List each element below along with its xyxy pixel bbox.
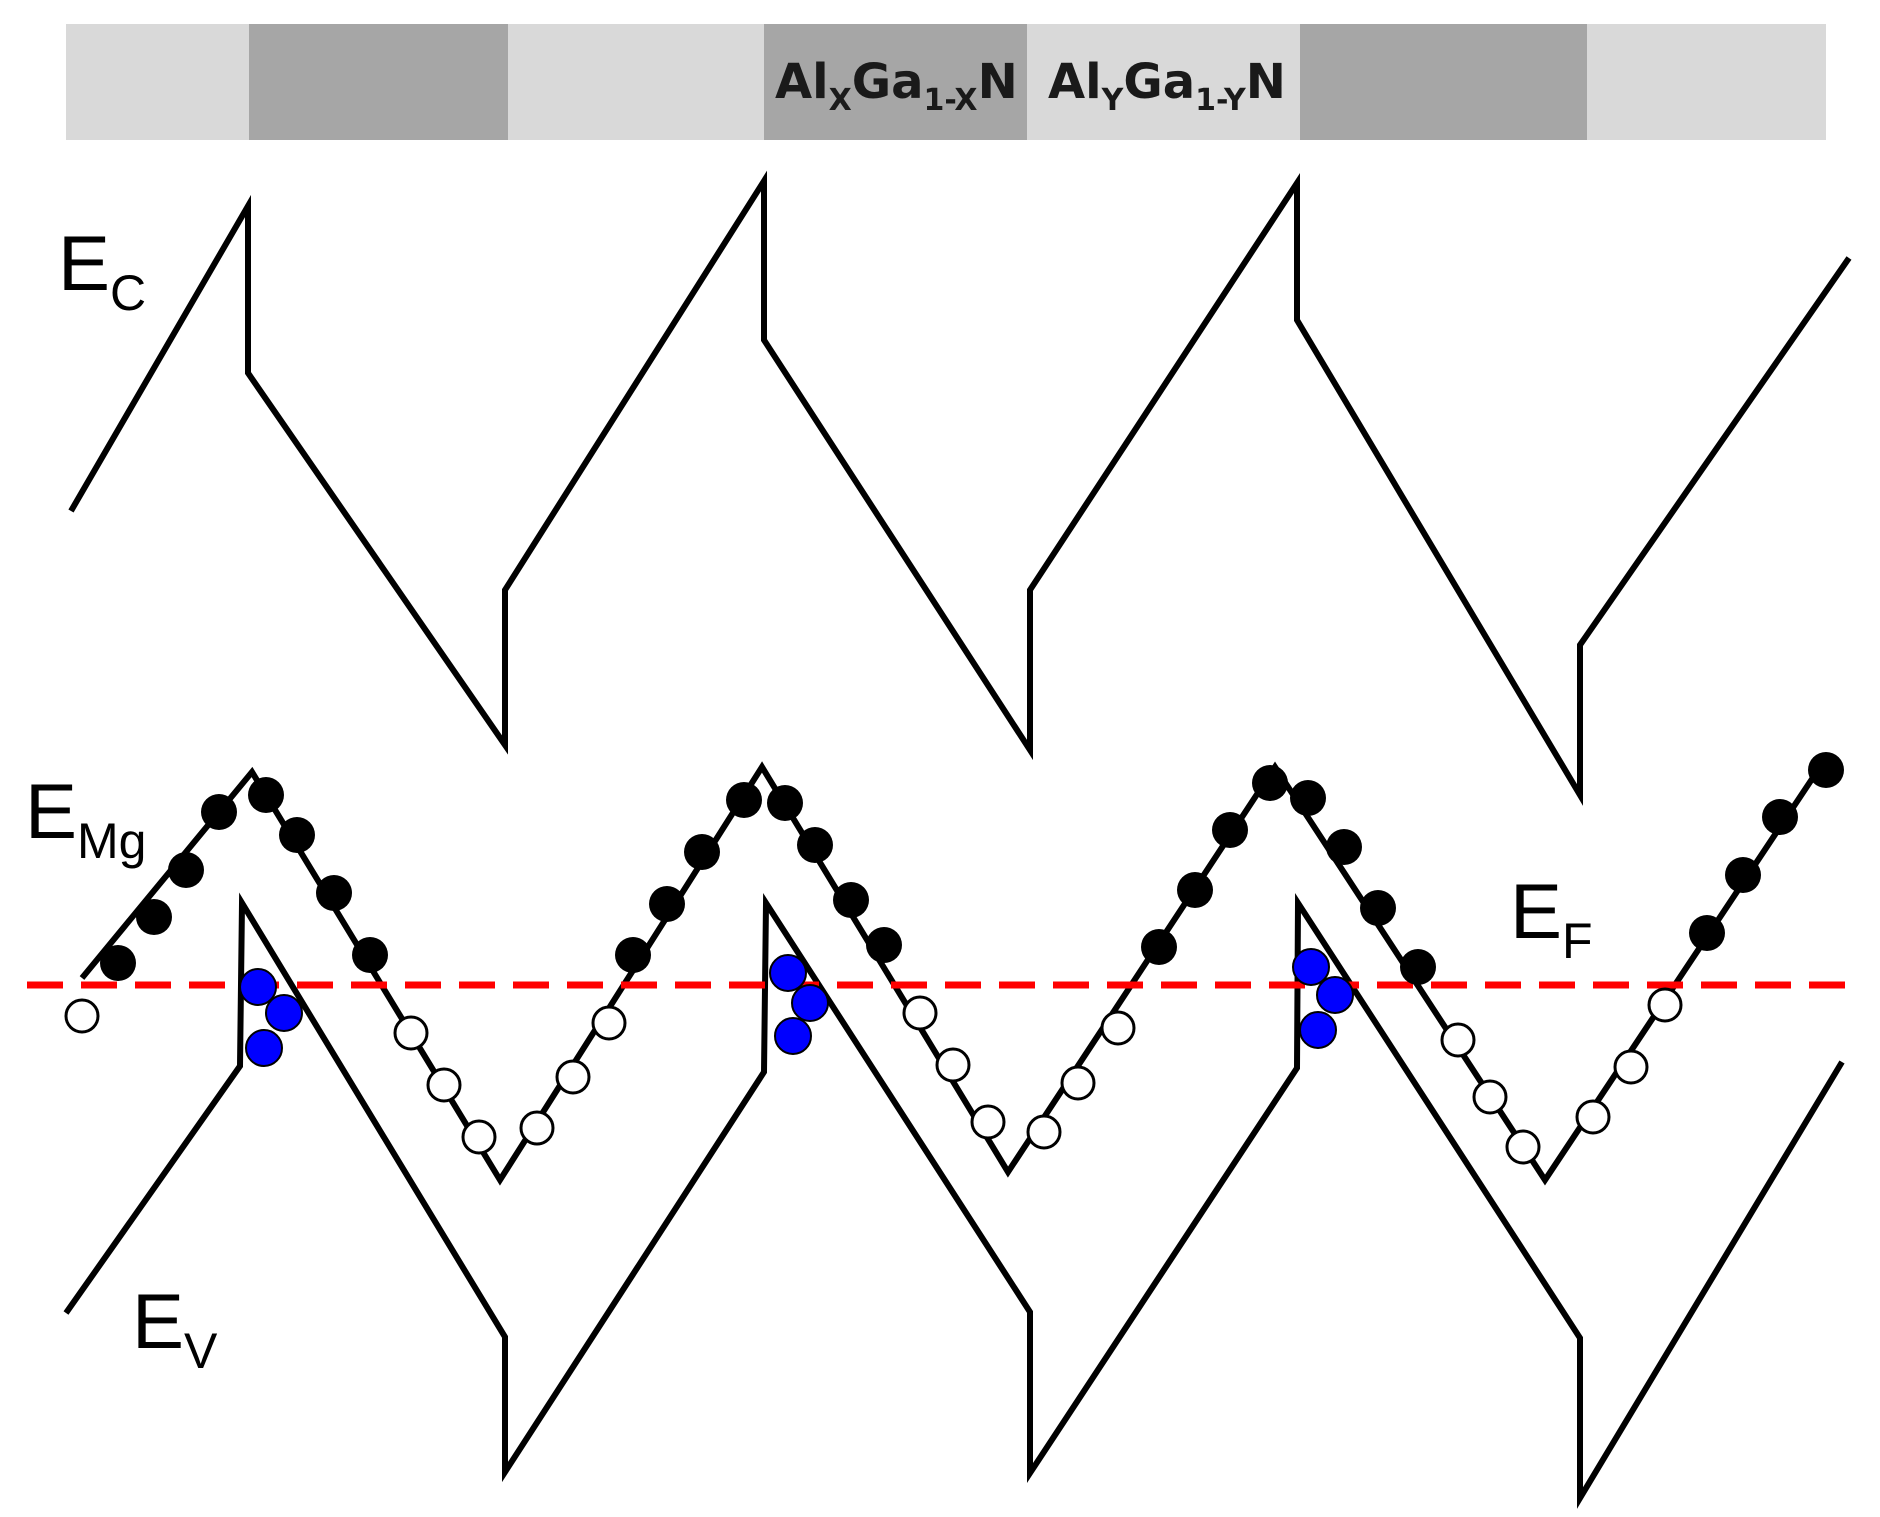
neutral-acceptor (461, 1119, 497, 1155)
layer-bar: AlXGa1-XN AlYGa1-YN (66, 24, 1826, 140)
layer-segment (1300, 24, 1587, 140)
neutral-acceptor (1613, 1049, 1649, 1085)
ionized-acceptor (1725, 857, 1761, 893)
label-ef: EF (1510, 867, 1593, 969)
mg-acceptor-line (79, 761, 1821, 1186)
neutral-acceptor (1575, 1099, 1611, 1135)
ionized-acceptor (1689, 915, 1725, 951)
ionized-acceptor (833, 882, 869, 918)
ionized-acceptor (1808, 752, 1844, 788)
neutral-acceptors (64, 987, 1683, 1165)
ionized-acceptor (316, 875, 352, 911)
ionized-acceptor (248, 777, 284, 813)
ionized-acceptor (684, 834, 720, 870)
ionized-acceptor (201, 794, 237, 830)
layer-segment (764, 24, 1027, 140)
ionized-acceptor (136, 899, 172, 935)
neutral-acceptor (1647, 987, 1683, 1023)
ionized-acceptor (352, 937, 388, 973)
ionized-acceptor (866, 927, 902, 963)
ionized-acceptor (279, 817, 315, 853)
neutral-acceptor (555, 1059, 591, 1095)
neutral-acceptor (393, 1015, 429, 1051)
hole (769, 954, 807, 992)
neutral-acceptor (1100, 1010, 1136, 1046)
layer-segment (66, 24, 249, 140)
ionized-acceptor (1360, 890, 1396, 926)
neutral-acceptor (1505, 1129, 1541, 1165)
neutral-acceptor (1026, 1114, 1062, 1150)
hole (1299, 1011, 1337, 1049)
ionized-acceptors (100, 752, 1844, 985)
ionized-acceptor (1326, 829, 1362, 865)
hole (791, 984, 829, 1022)
layer-label-alxga1-xn: AlXGa1-XN (775, 54, 1018, 118)
ionized-acceptor (1177, 872, 1213, 908)
hole (1316, 976, 1354, 1014)
holes (239, 948, 1354, 1067)
ionized-acceptor (1762, 799, 1798, 835)
hole (774, 1017, 812, 1055)
neutral-acceptor (1472, 1079, 1508, 1115)
layer-segment (1027, 24, 1300, 140)
neutral-acceptor (519, 1110, 555, 1146)
neutral-acceptor (64, 998, 100, 1034)
layer-segment (1587, 24, 1826, 140)
label-ec: EC (58, 219, 146, 321)
label-ev: EV (132, 1277, 218, 1379)
ionized-acceptor (1290, 780, 1326, 816)
neutral-acceptor (935, 1047, 971, 1083)
neutral-acceptor (1060, 1065, 1096, 1101)
neutral-acceptor (902, 995, 938, 1031)
ionized-acceptor (1212, 812, 1248, 848)
ionized-acceptor (615, 937, 651, 973)
neutral-acceptor (591, 1005, 627, 1041)
hole (265, 994, 303, 1032)
neutral-acceptor (970, 1104, 1006, 1140)
ionized-acceptor (1252, 765, 1288, 801)
hole (245, 1029, 283, 1067)
conduction-band-line (68, 170, 1852, 806)
ionized-acceptor (649, 886, 685, 922)
label-emg: EMg (25, 767, 147, 869)
layer-segment (249, 24, 508, 140)
hole (239, 968, 277, 1006)
layer-label-alyga1-yn: AlYGa1-YN (1048, 54, 1286, 118)
ionized-acceptor (726, 782, 762, 818)
neutral-acceptor (1440, 1022, 1476, 1058)
hole (1292, 948, 1330, 986)
ionized-acceptor (767, 785, 803, 821)
valence-band-line (63, 892, 1845, 1509)
ionized-acceptor (100, 945, 136, 981)
ionized-acceptor (1400, 949, 1436, 985)
layer-segment (508, 24, 764, 140)
ionized-acceptor (797, 827, 833, 863)
ionized-acceptor (1141, 929, 1177, 965)
ionized-acceptor (168, 852, 204, 888)
neutral-acceptor (426, 1067, 462, 1103)
